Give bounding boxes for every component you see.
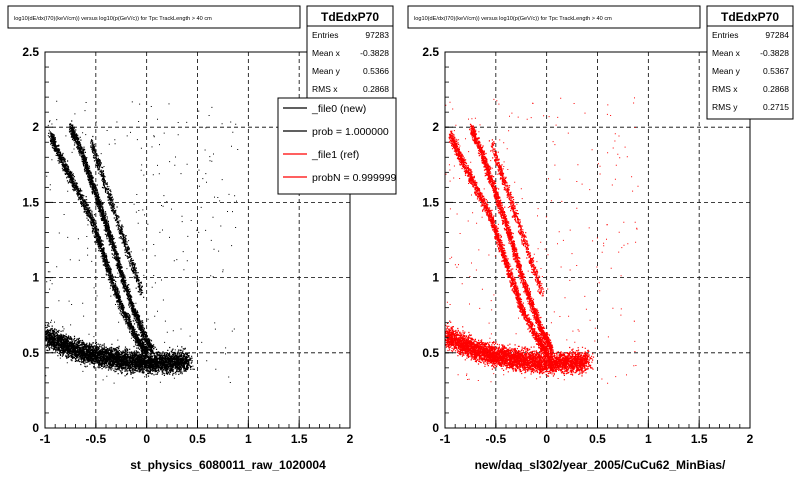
right-stats-label: RMS x — [712, 84, 738, 94]
left-y-tick-label: 0 — [32, 421, 39, 435]
left-legend[interactable]: _file0 (new) prob = 1.000000 _file1 (ref) p… — [277, 97, 397, 195]
right-stats-value: 0.2868 — [763, 84, 789, 94]
right-y-tick-label: 0.5 — [422, 346, 439, 360]
right-ticks: -1 -0.5 0 0.5 1 1.5 2 0 0.5 1 1.5 2 2.5 — [422, 45, 753, 446]
right-stats-value: 0.2715 — [763, 102, 789, 112]
right-x-tick-label: 1 — [645, 432, 652, 446]
right-x-tick-label: 2 — [747, 432, 754, 446]
left-y-tick-label: 2 — [32, 120, 39, 134]
left-y-tick-label: 1.5 — [22, 195, 39, 209]
left-stats-label: Entries — [312, 30, 338, 40]
right-pad: log10(dE/dx(I70)(keV/cm)) versus log10(p… — [407, 5, 794, 472]
right-x-axis-label: new/daq_sl302/year_2005/CuCu62_MinBias/ — [475, 458, 726, 472]
left-stats-value: 0.2868 — [363, 84, 389, 94]
right-scatter-points — [445, 97, 639, 384]
right-stats-label: RMS y — [712, 102, 738, 112]
right-chart-title: log10(dE/dx(I70)(keV/cm)) versus log10(p… — [414, 16, 612, 22]
left-y-tick-label: 0.5 — [22, 346, 39, 360]
left-x-tick-label: 2 — [347, 432, 354, 446]
left-x-axis-label: st_physics_6080011_raw_1020004 — [130, 458, 326, 472]
right-y-tick-label: 2.5 — [422, 45, 439, 59]
left-stats-box[interactable]: TdEdxP70 Entries 97283 Mean x -0.3828 Mean y… — [306, 5, 394, 103]
left-chart-title: log10(dE/dx(I70)(keV/cm)) versus log10(p… — [14, 16, 212, 22]
left-legend-label: probN = 0.999999 — [312, 172, 397, 184]
left-pad: log10(dE/dx(I70)(keV/cm)) versus log10(p… — [7, 5, 397, 472]
right-x-tick-label: 1.5 — [691, 432, 708, 446]
left-x-tick-label: -0.5 — [85, 432, 106, 446]
left-stats-label: Mean x — [312, 48, 341, 58]
left-scatter-markers — [45, 100, 239, 384]
left-stats-label: RMS x — [312, 84, 338, 94]
left-plot-area: -1 -0.5 0 0.5 1 1.5 2 0 0.5 1 1.5 2 2.5 — [22, 45, 353, 446]
right-scatter-markers — [445, 97, 639, 384]
left-stats-rows: Entries 97283 Mean x -0.3828 Mean y 0.5366 RMS… — [312, 30, 389, 94]
right-plot-area: -1 -0.5 0 0.5 1 1.5 2 0 0.5 1 1.5 2 2.5 — [422, 45, 753, 446]
right-x-tick-label: -0.5 — [485, 432, 506, 446]
right-stats-label: Mean x — [712, 48, 741, 58]
right-stats-value: 97284 — [765, 30, 789, 40]
right-stats-rows: Entries 97284 Mean x -0.3828 Mean y 0.5367 RMS… — [712, 30, 789, 112]
left-ticks: -1 -0.5 0 0.5 1 1.5 2 0 0.5 1 1.5 2 2.5 — [22, 45, 353, 446]
right-stats-label: Mean y — [712, 66, 741, 76]
right-y-tick-label: 0 — [432, 421, 439, 435]
left-y-tick-label: 2.5 — [22, 45, 39, 59]
right-x-tick-label: -1 — [440, 432, 451, 446]
right-stats-box[interactable]: TdEdxP70 Entries 97284 Mean x -0.3828 Mean y… — [706, 5, 794, 120]
left-x-tick-label: 0.5 — [189, 432, 206, 446]
right-stats-value: -0.3828 — [760, 48, 789, 58]
left-legend-entries: _file0 (new) prob = 1.000000 _file1 (ref) p… — [283, 103, 397, 184]
left-x-tick-label: 1 — [245, 432, 252, 446]
left-x-tick-label: 0 — [143, 432, 150, 446]
right-x-tick-label: 0.5 — [589, 432, 606, 446]
right-y-tick-label: 1 — [432, 271, 439, 285]
right-stats-value: 0.5367 — [763, 66, 789, 76]
left-stats-name: TdEdxP70 — [321, 10, 379, 24]
left-legend-label: _file1 (ref) — [311, 149, 359, 161]
right-title-box — [407, 5, 701, 29]
right-x-tick-label: 0 — [543, 432, 550, 446]
left-scatter-points — [45, 100, 239, 384]
right-stats-label: Entries — [712, 30, 738, 40]
left-title-box — [7, 5, 301, 29]
right-y-tick-label: 1.5 — [422, 195, 439, 209]
left-legend-label: _file0 (new) — [311, 103, 366, 115]
left-stats-value: 0.5366 — [363, 66, 389, 76]
left-x-tick-label: -1 — [40, 432, 51, 446]
left-legend-label: prob = 1.000000 — [312, 126, 389, 138]
left-stats-label: Mean y — [312, 66, 341, 76]
left-stats-value: -0.3828 — [360, 48, 389, 58]
left-y-tick-label: 1 — [32, 271, 39, 285]
right-stats-name: TdEdxP70 — [721, 10, 779, 24]
right-y-tick-label: 2 — [432, 120, 439, 134]
left-stats-value: 97283 — [365, 30, 389, 40]
left-x-tick-label: 1.5 — [291, 432, 308, 446]
